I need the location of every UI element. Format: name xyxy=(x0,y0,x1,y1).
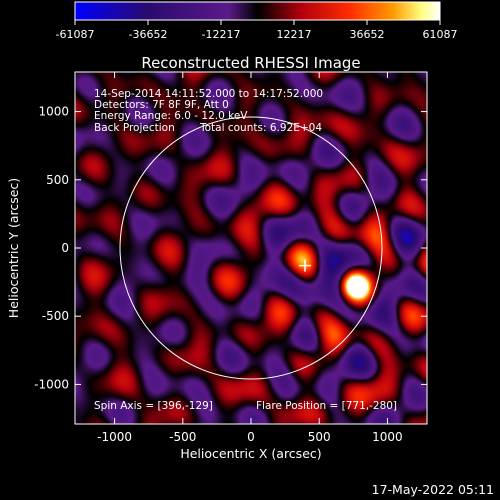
annotation-detectors: Detectors: 7F 8F 9F, Att 0 xyxy=(94,99,229,111)
colorbar-tick-label: 61087 xyxy=(423,28,458,41)
y-tick-label: 0 xyxy=(61,241,69,255)
colorbar-tick-label: -12217 xyxy=(202,28,241,41)
annotation-energy-range: Energy Range: 6.0 - 12.0 keV xyxy=(94,110,248,122)
y-tick-label: -500 xyxy=(42,309,69,323)
colorbar-tick-label: 36652 xyxy=(350,28,385,41)
footer-timestamp: 17-May-2022 05:11 xyxy=(372,482,494,497)
x-tick-label: -1000 xyxy=(97,430,132,444)
annotation-time-range: 14-Sep-2014 14:11:52.000 to 14:17:52.000 xyxy=(94,88,323,100)
x-tick-label: 0 xyxy=(247,430,255,444)
colorbar-tick-label: 12217 xyxy=(277,28,312,41)
y-tick-label: -1000 xyxy=(34,377,69,391)
y-axis-label: Heliocentric Y (arcsec) xyxy=(6,178,21,318)
x-tick-label: -500 xyxy=(169,430,196,444)
colorbar-ticks: -61087 -36652 -12217 12217 36652 61087 xyxy=(56,20,458,41)
colorbar xyxy=(74,1,441,21)
solar-limb-circle xyxy=(119,116,383,380)
x-tick-label: 500 xyxy=(308,430,331,444)
colorbar-tick-label: -61087 xyxy=(56,28,95,41)
axis-ticks: -1000 -500 0 500 1000 -1000 -500 0 500 1000 xyxy=(34,72,427,444)
annotation-total-counts: Total counts: 6.92E+04 xyxy=(199,122,322,134)
x-tick-label: 1000 xyxy=(372,430,403,444)
annotation-method: Back Projection xyxy=(94,122,175,134)
x-axis-label: Heliocentric X (arcsec) xyxy=(180,446,321,461)
y-tick-label: 1000 xyxy=(38,105,69,119)
chart-title: Reconstructed RHESSI Image xyxy=(141,54,360,72)
spin-axis-marker xyxy=(299,259,312,272)
annotation-spin-axis: Spin Axis = [396,-129] xyxy=(94,400,213,412)
colorbar-tick-label: -36652 xyxy=(129,28,168,41)
y-tick-label: 500 xyxy=(46,173,69,187)
annotation-flare-position: Flare Position = [771,-280] xyxy=(256,400,397,412)
heatmap xyxy=(75,72,427,424)
